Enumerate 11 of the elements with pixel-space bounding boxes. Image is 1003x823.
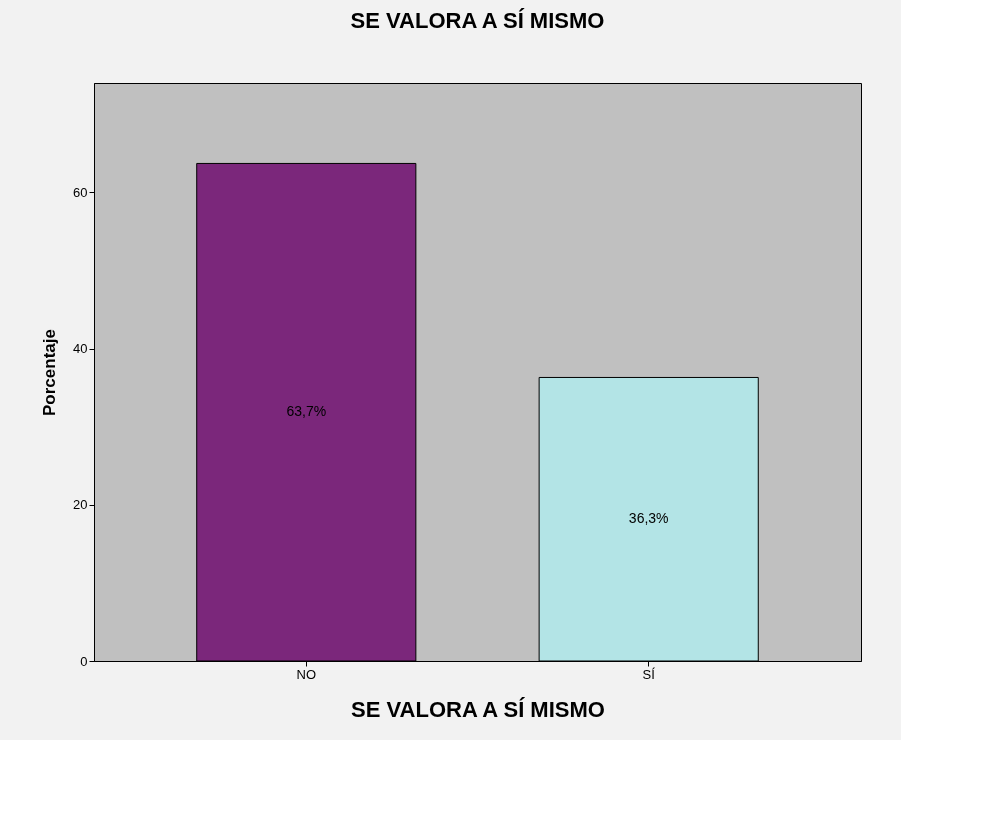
x-tick-label: NO — [296, 666, 317, 682]
y-tick-label: 40 — [73, 341, 88, 357]
y-axis-title: Porcentaje — [40, 329, 60, 416]
data-label: 36,3% — [628, 510, 669, 527]
x-axis-title: SE VALORA A SÍ MISMO — [351, 696, 605, 722]
y-tick-label: 0 — [80, 653, 88, 669]
data-label: 63,7% — [286, 403, 327, 420]
y-tick-label: 20 — [73, 497, 88, 513]
x-tick-label: SÍ — [642, 666, 656, 682]
chart-title: SE VALORA A SÍ MISMO — [350, 8, 605, 33]
y-tick-label: 60 — [73, 184, 88, 200]
